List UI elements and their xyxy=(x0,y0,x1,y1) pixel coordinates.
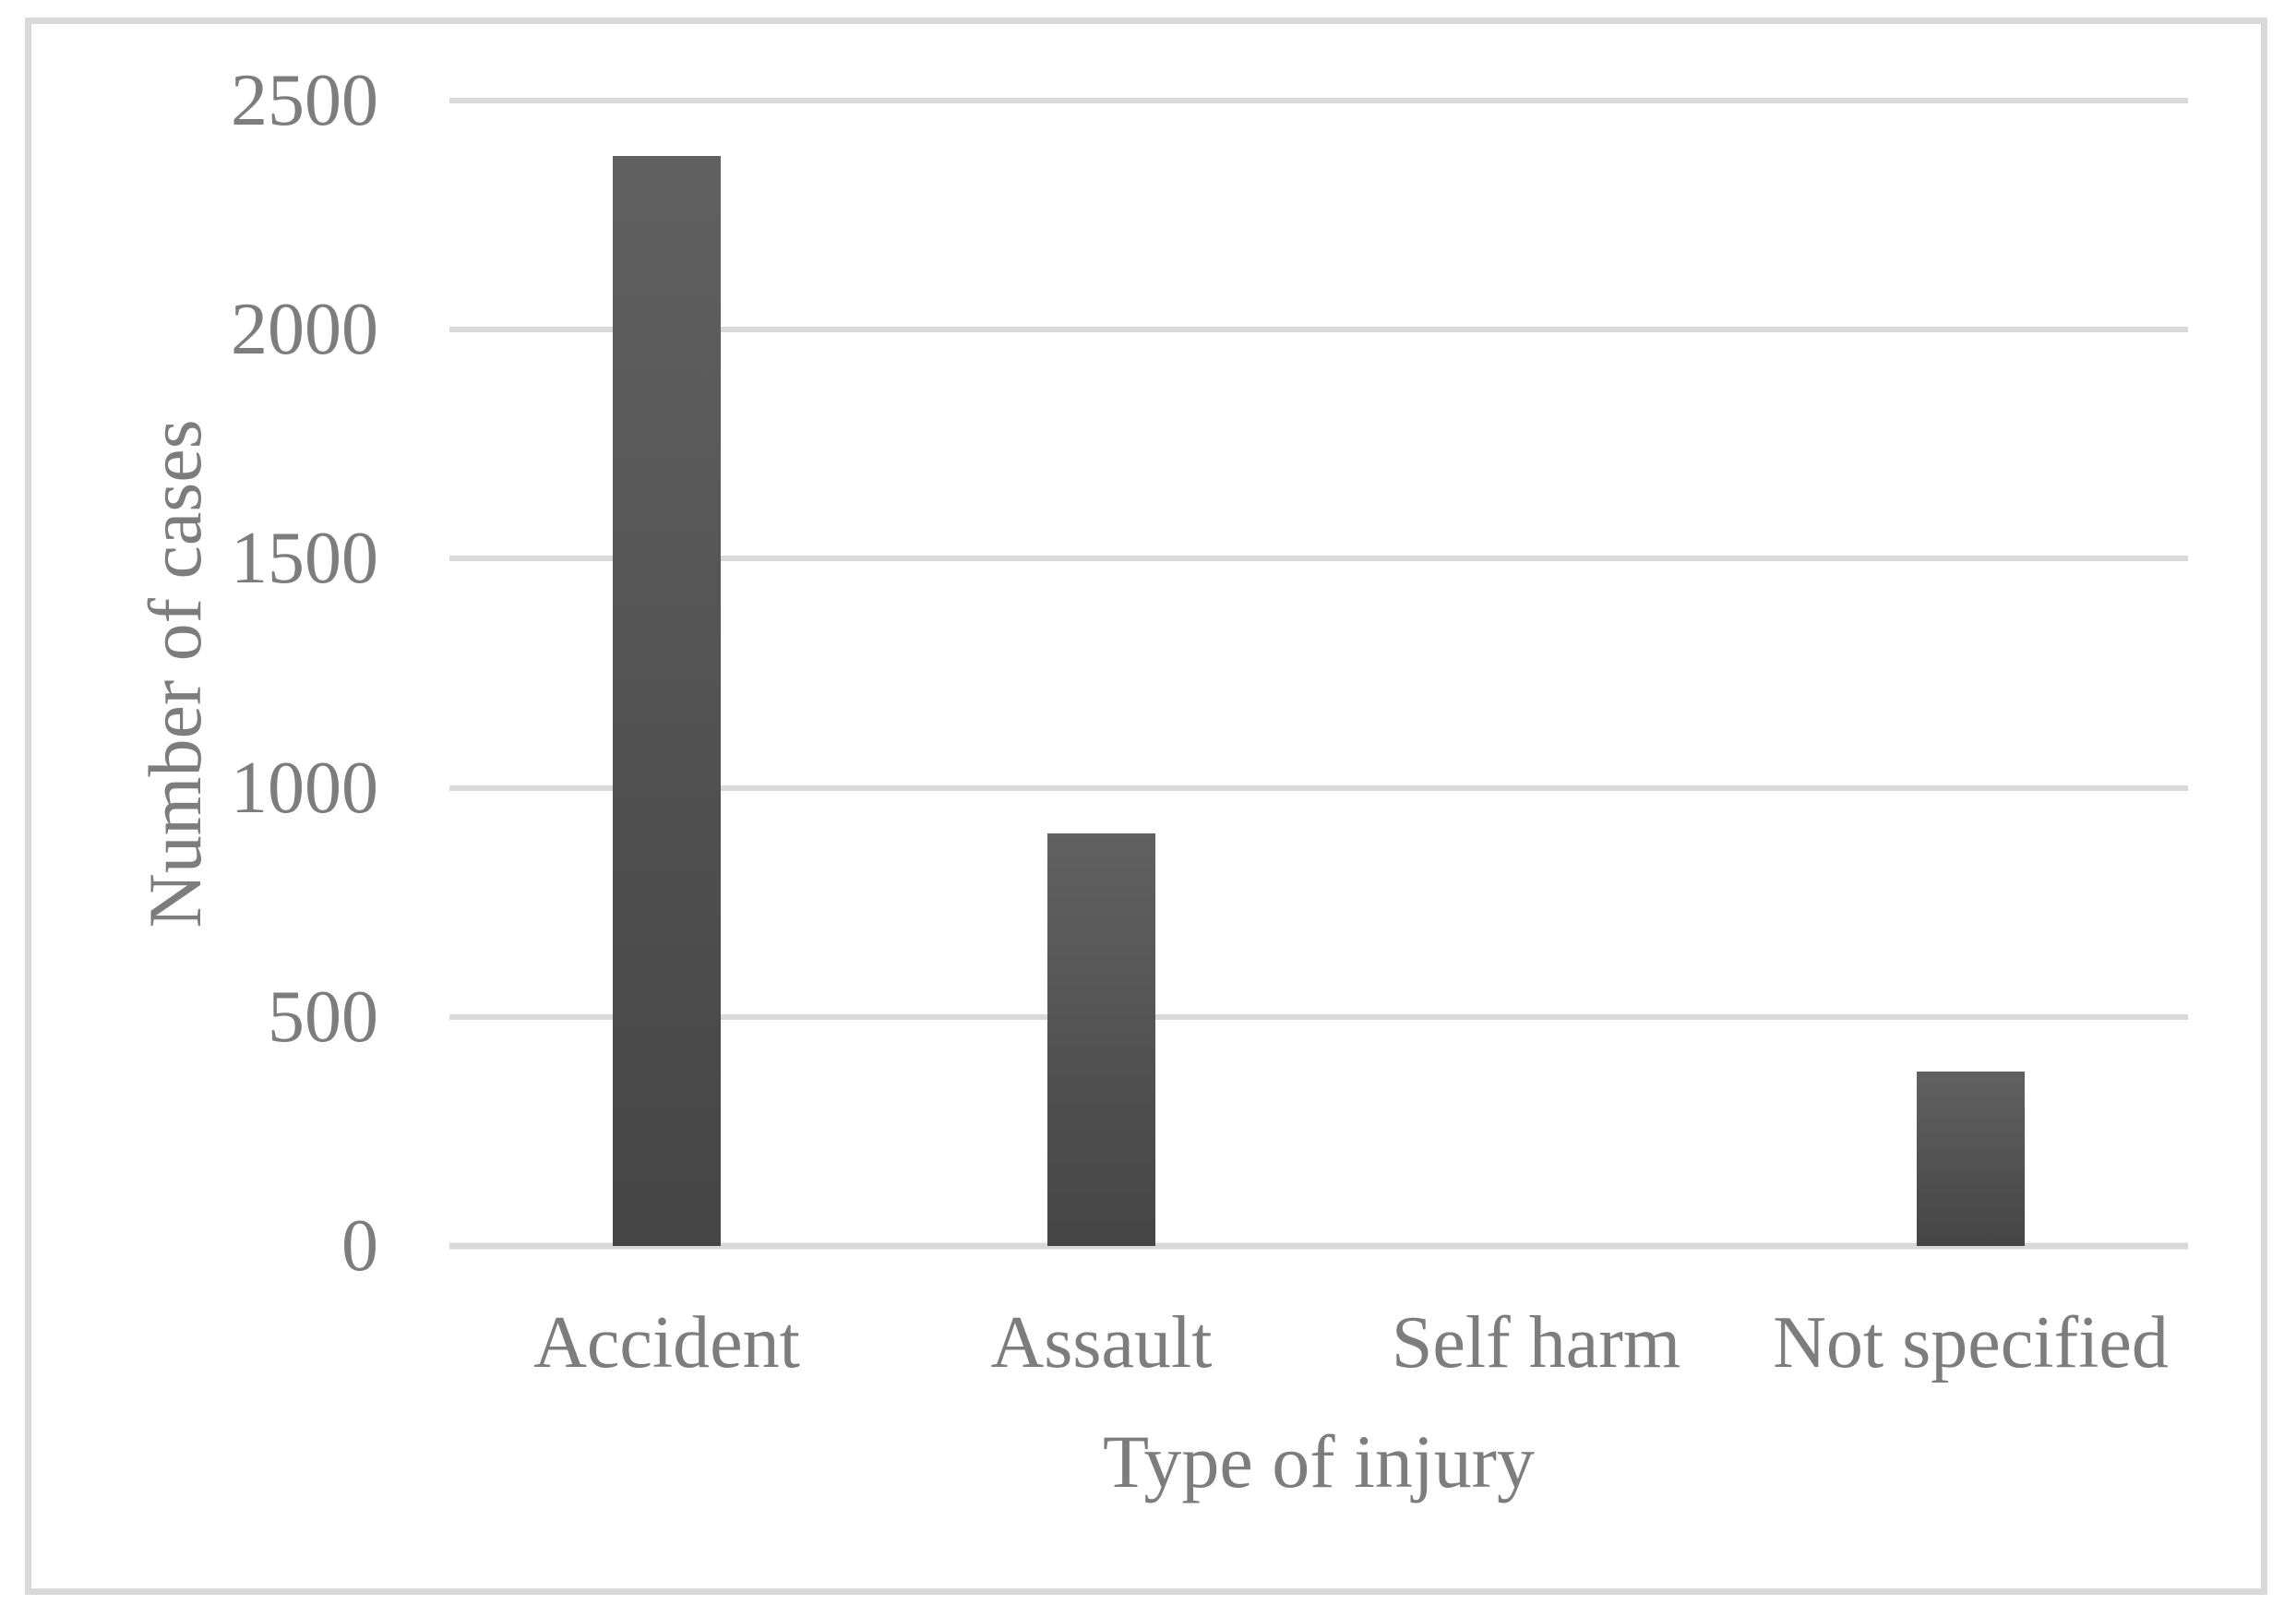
x-axis-title: Type of injury xyxy=(1103,1419,1535,1503)
gridline-2500 xyxy=(449,98,2188,103)
y-axis-title: Number of cases xyxy=(133,419,217,928)
y-tick-label-2000: 2000 xyxy=(231,289,378,371)
category-label-assault: Assault xyxy=(990,1302,1213,1383)
y-tick-label-2500: 2500 xyxy=(231,60,378,141)
gridline-500 xyxy=(449,1013,2188,1020)
gridline-1000 xyxy=(449,785,2188,791)
figure-border-frame xyxy=(25,18,2267,1595)
x-axis-line xyxy=(449,1242,2188,1250)
bar-accident xyxy=(613,155,721,1246)
plot-area xyxy=(449,98,2188,1250)
y-tick-label-1000: 1000 xyxy=(231,747,378,829)
y-tick-label-0: 0 xyxy=(341,1205,378,1287)
gridline-1500 xyxy=(449,556,2188,562)
y-tick-label-1500: 1500 xyxy=(231,518,378,600)
category-label-self-harm: Self harm xyxy=(1391,1302,1681,1383)
gridline-2000 xyxy=(449,327,2188,333)
bar-not-specified xyxy=(1917,1072,2025,1246)
bar-assault xyxy=(1047,833,1155,1246)
category-label-accident: Accident xyxy=(533,1302,800,1383)
category-label-not-specified: Not specified xyxy=(1773,1302,2169,1383)
y-tick-label-500: 500 xyxy=(268,976,378,1058)
